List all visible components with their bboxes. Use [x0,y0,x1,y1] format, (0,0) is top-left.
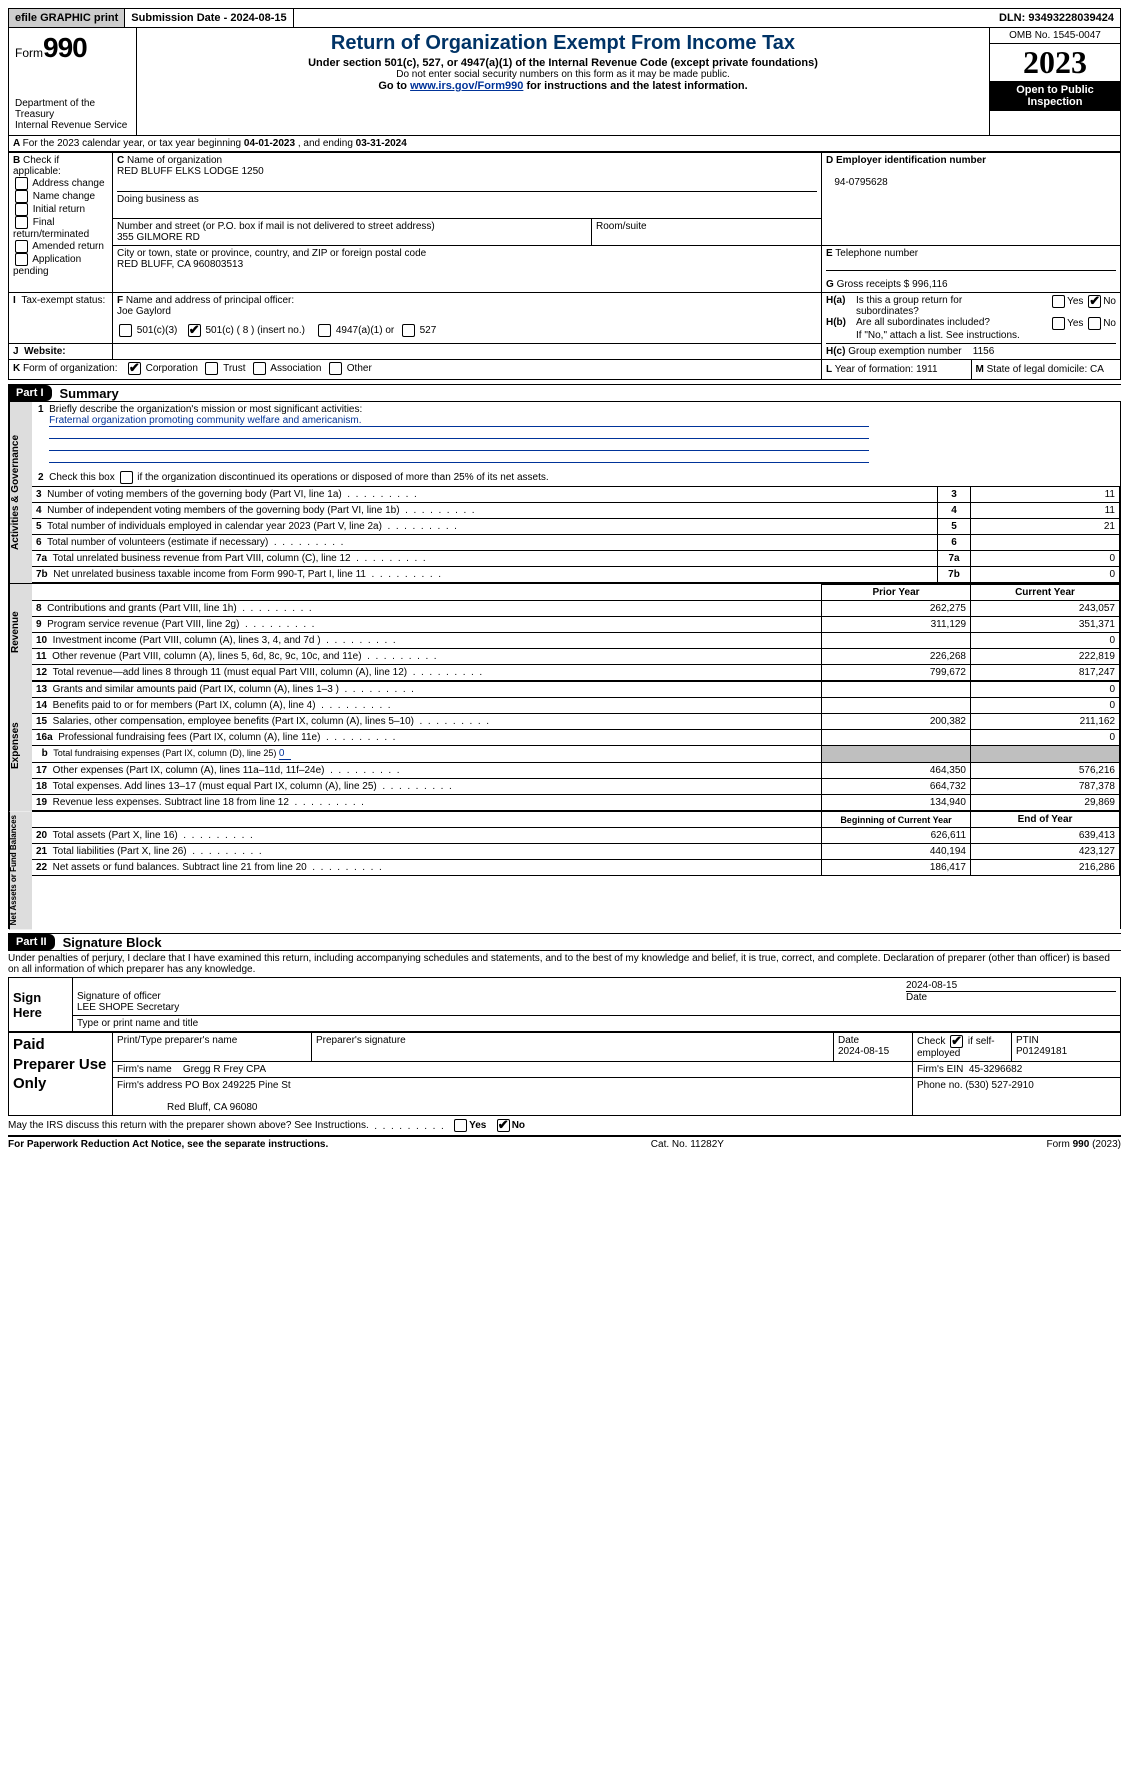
chk-amended[interactable] [15,240,28,253]
org-name: RED BLUFF ELKS LODGE 1250 [117,166,264,177]
room-label: Room/suite [596,221,647,232]
chk-501c3[interactable] [119,324,132,337]
chk-self-employed[interactable] [950,1035,963,1048]
line-a-text: For the 2023 calendar year, or tax year … [23,138,244,149]
year-formation: 1911 [916,364,938,375]
ptin-value: P01249181 [1016,1046,1067,1057]
addr-value: 355 GILMORE RD [117,232,200,243]
tel-label: Telephone number [835,248,918,259]
dept-treasury: Department of the Treasury Internal Reve… [15,98,130,131]
chk-trust[interactable] [205,362,218,375]
sign-here-label: Sign Here [9,978,73,1032]
dba-label: Doing business as [117,194,199,205]
irs-link[interactable]: www.irs.gov/Form990 [410,80,523,92]
omb-number: OMB No. 1545-0047 [990,28,1120,44]
paid-preparer-label: Paid Preparer Use Only [9,1033,113,1116]
chk-ha-no[interactable] [1088,295,1101,308]
dln-value: 93493228039424 [1028,12,1114,24]
form-title: Return of Organization Exempt From Incom… [143,32,983,55]
ein-label: Employer identification number [836,155,986,166]
perjury-declaration: Under penalties of perjury, I declare th… [8,951,1121,977]
tax-year: 2023 [990,44,1120,81]
tax-status-label: Tax-exempt status: [21,295,105,306]
goto-pre: Go to [378,80,410,92]
chk-assoc[interactable] [253,362,266,375]
part1-header: Part ISummary [8,384,1121,402]
chk-other[interactable] [329,362,342,375]
chk-app-pending[interactable] [15,253,28,266]
chk-corp[interactable] [128,362,141,375]
governance-table: 3 Number of voting members of the govern… [32,486,1120,583]
ein-value: 94-0795628 [834,177,887,188]
form-org-label: Form of organization: [23,363,118,374]
tax-year-begin: 04-01-2023 [244,138,295,149]
firm-phone: (530) 527-2910 [965,1080,1033,1091]
form-header: Form990 Department of the Treasury Inter… [8,28,1121,136]
org-name-label: Name of organization [127,155,222,166]
chk-4947[interactable] [318,324,331,337]
officer-name: Joe Gaylord [117,306,171,317]
addr-label: Number and street (or P.O. box if mail i… [117,221,435,232]
mission-text: Fraternal organization promoting communi… [49,415,869,427]
pra-notice: For Paperwork Reduction Act Notice, see … [8,1139,328,1150]
pp-date: 2024-08-15 [838,1046,889,1057]
officer-label: Name and address of principal officer: [126,295,294,306]
chk-501c[interactable] [188,324,201,337]
firm-addr: PO Box 249225 Pine St [185,1080,291,1091]
hb-note: If "No," attach a list. See instructions… [826,330,1116,341]
form-label: Form [15,46,43,60]
firm-ein: 45-3296682 [969,1064,1022,1075]
state-domicile: CA [1090,364,1104,375]
form-number: 990 [43,32,87,63]
firm-city: Red Bluff, CA 96080 [167,1102,257,1113]
part2-header: Part IISignature Block [8,933,1121,951]
efile-print-button[interactable]: efile GRAPHIC print [9,9,125,27]
sig-date: 2024-08-15 [906,980,957,991]
chk-final-return[interactable] [15,216,28,229]
officer-sig-name: LEE SHOPE Secretary [77,1002,179,1013]
chk-discuss-yes[interactable] [454,1119,467,1132]
tab-revenue: Revenue [9,584,32,681]
tax-year-end: 03-31-2024 [356,138,407,149]
submission-date-label: Submission Date - [131,12,230,24]
chk-hb-no[interactable] [1088,317,1101,330]
form-subtitle: Under section 501(c), 527, or 4947(a)(1)… [143,57,983,69]
city-label: City or town, state or province, country… [117,248,426,259]
tab-activities-governance: Activities & Governance [9,402,32,583]
chk-discuss-no[interactable] [497,1119,510,1132]
page-footer: For Paperwork Reduction Act Notice, see … [8,1136,1121,1150]
chk-discontinued[interactable] [120,471,133,484]
expenses-table: 13 Grants and similar amounts paid (Part… [32,681,1120,811]
chk-address-change[interactable] [15,177,28,190]
goto-post: for instructions and the latest informat… [523,80,747,92]
open-inspection: Open to Public Inspection [990,81,1120,111]
revenue-table: Prior YearCurrent Year 8 Contributions a… [32,584,1120,681]
box-b-header: Check if applicable: [13,155,61,177]
paid-preparer-block: Paid Preparer Use Only Print/Type prepar… [8,1032,1121,1116]
group-exemption: 1156 [973,346,995,357]
chk-name-change[interactable] [15,190,28,203]
chk-ha-yes[interactable] [1052,295,1065,308]
chk-hb-yes[interactable] [1052,317,1065,330]
ssn-notice: Do not enter social security numbers on … [143,69,983,80]
submission-date: 2024-08-15 [230,12,286,24]
firm-name: Gregg R Frey CPA [183,1064,266,1075]
catalog-number: Cat. No. 11282Y [651,1139,724,1150]
gross-label: Gross receipts $ [837,279,913,290]
top-bar: efile GRAPHIC print Submission Date - 20… [8,8,1121,28]
dln-label: DLN: [999,12,1028,24]
tab-expenses: Expenses [9,681,32,811]
discuss-question: May the IRS discuss this return with the… [8,1121,369,1132]
chk-initial-return[interactable] [15,203,28,216]
city-value: RED BLUFF, CA 960803513 [117,259,243,270]
net-assets-table: Beginning of Current YearEnd of Year 20 … [32,811,1120,876]
tab-net-assets: Net Assets or Fund Balances [9,811,32,929]
chk-527[interactable] [402,324,415,337]
signature-block: Sign Here Signature of officerLEE SHOPE … [8,977,1121,1032]
gross-value: 996,116 [912,279,947,290]
website-label: Website: [24,346,66,357]
entity-info-block: B Check if applicable: Address change Na… [8,152,1121,380]
